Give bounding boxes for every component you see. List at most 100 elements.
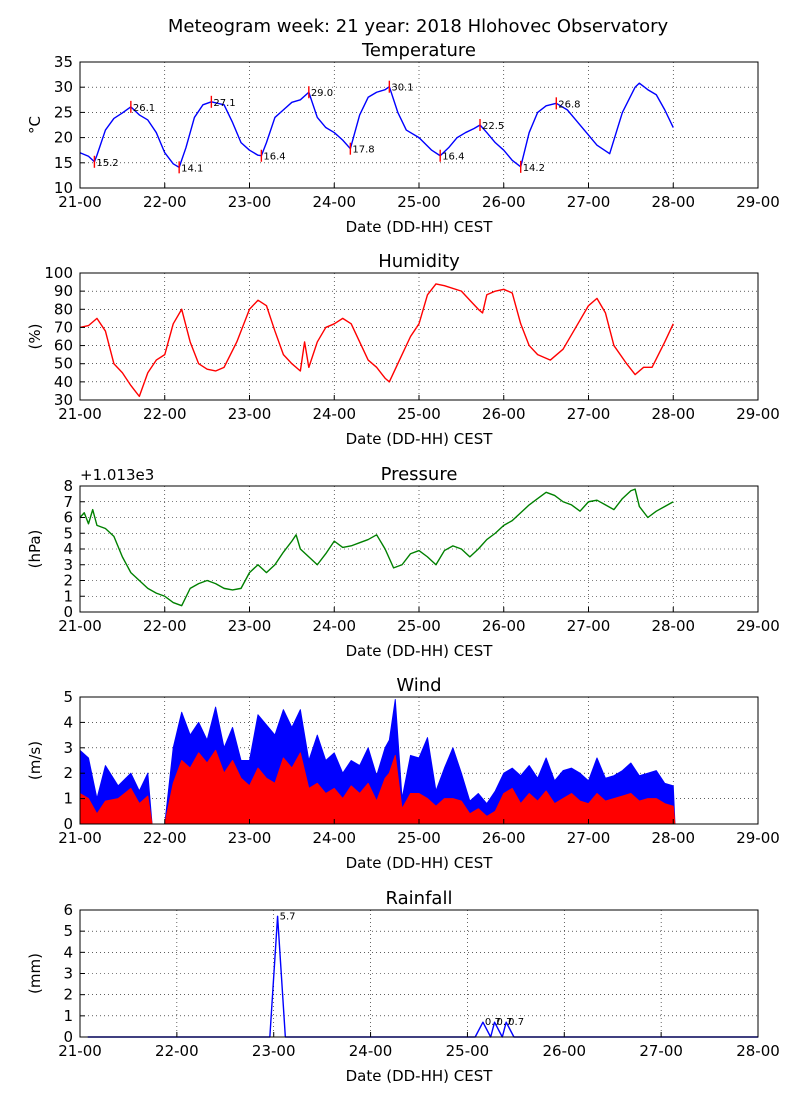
humidity-ytick-label: 100: [44, 264, 73, 282]
pressure-ytick-label: 2: [63, 572, 73, 590]
temperature-annotation-label: 16.4: [442, 152, 464, 163]
wind-ytick-label: 2: [63, 764, 73, 782]
humidity-ytick-label: 90: [54, 282, 73, 300]
wind-ytick-label: 0: [63, 815, 73, 833]
wind-xtick-label: 29-00: [736, 829, 780, 847]
pressure-xtick-label: 27-00: [567, 617, 611, 635]
pressure-xtick-label: 25-00: [397, 617, 441, 635]
rainfall-ytick-label: 6: [63, 901, 73, 919]
temperature-ytick-label: 10: [54, 179, 73, 197]
temperature-ytick-label: 25: [54, 103, 73, 121]
pressure-ylabel: (hPa): [26, 530, 44, 569]
rainfall-xtick-label: 28-00: [736, 1042, 780, 1060]
wind-ytick-label: 3: [63, 739, 73, 757]
temperature-xtick-label: 22-00: [143, 193, 187, 211]
wind-xtick-label: 23-00: [228, 829, 272, 847]
temperature-ytick-label: 15: [54, 154, 73, 172]
temperature-annotation-label: 17.8: [352, 145, 374, 156]
wind-series-1-area: [79, 749, 759, 825]
rainfall-line: [87, 915, 758, 1038]
rainfall-ytick-label: 1: [63, 1007, 73, 1025]
temperature-xtick-label: 27-00: [567, 193, 611, 211]
pressure-xtick-label: 21-00: [58, 617, 102, 635]
temperature-annotation-label: 22.5: [482, 121, 504, 132]
rainfall-xtick-label: 21-00: [58, 1042, 102, 1060]
pressure-xtick-label: 23-00: [228, 617, 272, 635]
rainfall-ytick-label: 3: [63, 965, 73, 983]
temperature-ytick-label: 30: [54, 78, 73, 96]
humidity-ytick-label: 40: [54, 373, 73, 391]
temperature-xtick-label: 26-00: [482, 193, 526, 211]
rainfall-xtick-label: 25-00: [446, 1042, 490, 1060]
humidity-ytick-label: 80: [54, 300, 73, 318]
rainfall-annotation-label: 0.7: [497, 1017, 513, 1028]
pressure-line: [79, 488, 674, 607]
pressure-ytick-label: 0: [63, 603, 73, 621]
temperature-xtick-label: 29-00: [736, 193, 780, 211]
rainfall-xtick-label: 27-00: [639, 1042, 683, 1060]
pressure-xtick-label: 26-00: [482, 617, 526, 635]
figure-suptitle: Meteogram week: 21 year: 2018 Hlohovec O…: [168, 16, 669, 37]
temperature-xtick-label: 21-00: [58, 193, 102, 211]
temperature-xtick-label: 28-00: [651, 193, 695, 211]
wind-xtick-label: 25-00: [397, 829, 441, 847]
temperature-title: Temperature: [361, 40, 476, 61]
rainfall-ytick-label: 4: [63, 943, 73, 961]
pressure-xlabel: Date (DD-HH) CEST: [346, 642, 494, 660]
wind-xtick-label: 26-00: [482, 829, 526, 847]
temperature-ylabel: °C: [26, 116, 44, 134]
pressure-xtick-label: 22-00: [143, 617, 187, 635]
rainfall-annotation-label: 0.7: [508, 1017, 524, 1028]
temperature-annotation-label: 27.1: [213, 98, 235, 109]
temperature-ytick-label: 35: [54, 53, 73, 71]
humidity-xtick-label: 21-00: [58, 405, 102, 423]
wind-title: Wind: [396, 675, 441, 696]
pressure-ytick-label: 3: [63, 556, 73, 574]
humidity-xtick-label: 29-00: [736, 405, 780, 423]
humidity-title: Humidity: [378, 251, 460, 272]
temperature-xlabel: Date (DD-HH) CEST: [346, 218, 494, 236]
temperature-xtick-label: 24-00: [312, 193, 356, 211]
rainfall-xlabel: Date (DD-HH) CEST: [346, 1067, 494, 1085]
humidity-xtick-label: 26-00: [482, 405, 526, 423]
wind-panel: 21-00 22-00 23-00 24-00 25-00 26-00 27-00 28-00…: [26, 675, 780, 872]
wind-xlabel: Date (DD-HH) CEST: [346, 854, 494, 872]
rainfall-xtick-label: 23-00: [252, 1042, 296, 1060]
pressure-xtick-label: 24-00: [312, 617, 356, 635]
wind-xtick-label: 21-00: [58, 829, 102, 847]
pressure-ytick-label: 8: [63, 477, 73, 495]
rainfall-panel: 5.70.70.70.721-00 22-00 23-00 24-00 25-00 26-…: [26, 888, 780, 1085]
wind-xtick-label: 22-00: [143, 829, 187, 847]
pressure-xtick-label: 28-00: [651, 617, 695, 635]
wind-ylabel: (m/s): [26, 741, 44, 780]
wind-xtick-label: 24-00: [312, 829, 356, 847]
humidity-ytick-label: 50: [54, 355, 73, 373]
humidity-xtick-label: 27-00: [567, 405, 611, 423]
humidity-panel: 21-00 22-00 23-00 24-00 25-00 26-00 27-00 28-00…: [26, 251, 780, 448]
pressure-ytick-label: 4: [63, 540, 73, 558]
temperature-line: [79, 82, 674, 169]
temperature-annotation-label: 26.1: [133, 103, 155, 114]
pressure-ytick-label: 7: [63, 493, 73, 511]
temperature-annotation-label: 30.1: [391, 83, 413, 94]
wind-ytick-label: 5: [63, 688, 73, 706]
rainfall-annotation-label: 0.7: [485, 1017, 501, 1028]
rainfall-title: Rainfall: [386, 888, 453, 909]
wind-ytick-label: 1: [63, 790, 73, 808]
humidity-plot-frame: [79, 272, 759, 401]
temperature-panel: 15.2 26.1 14.1 27.1 16.4 29.0 17.8 30.1 16.4 22.5…: [26, 40, 780, 236]
rainfall-ylabel: (mm): [26, 953, 44, 994]
pressure-ytick-label: 1: [63, 587, 73, 605]
humidity-ytick-label: 70: [54, 318, 73, 336]
pressure-offset-label: +1.013e3: [80, 466, 154, 484]
pressure-panel: 21-00 22-00 23-00 24-00 25-00 26-00 27-00 28-00…: [26, 464, 780, 660]
humidity-ytick-label: 30: [54, 391, 73, 409]
wind-ytick-label: 4: [63, 713, 73, 731]
temperature-annotation-label: 29.0: [311, 88, 333, 99]
humidity-xlabel: Date (DD-HH) CEST: [346, 430, 494, 448]
humidity-ytick-label: 60: [54, 337, 73, 355]
humidity-xtick-label: 28-00: [651, 405, 695, 423]
temperature-annotation-label: 26.8: [558, 99, 580, 110]
